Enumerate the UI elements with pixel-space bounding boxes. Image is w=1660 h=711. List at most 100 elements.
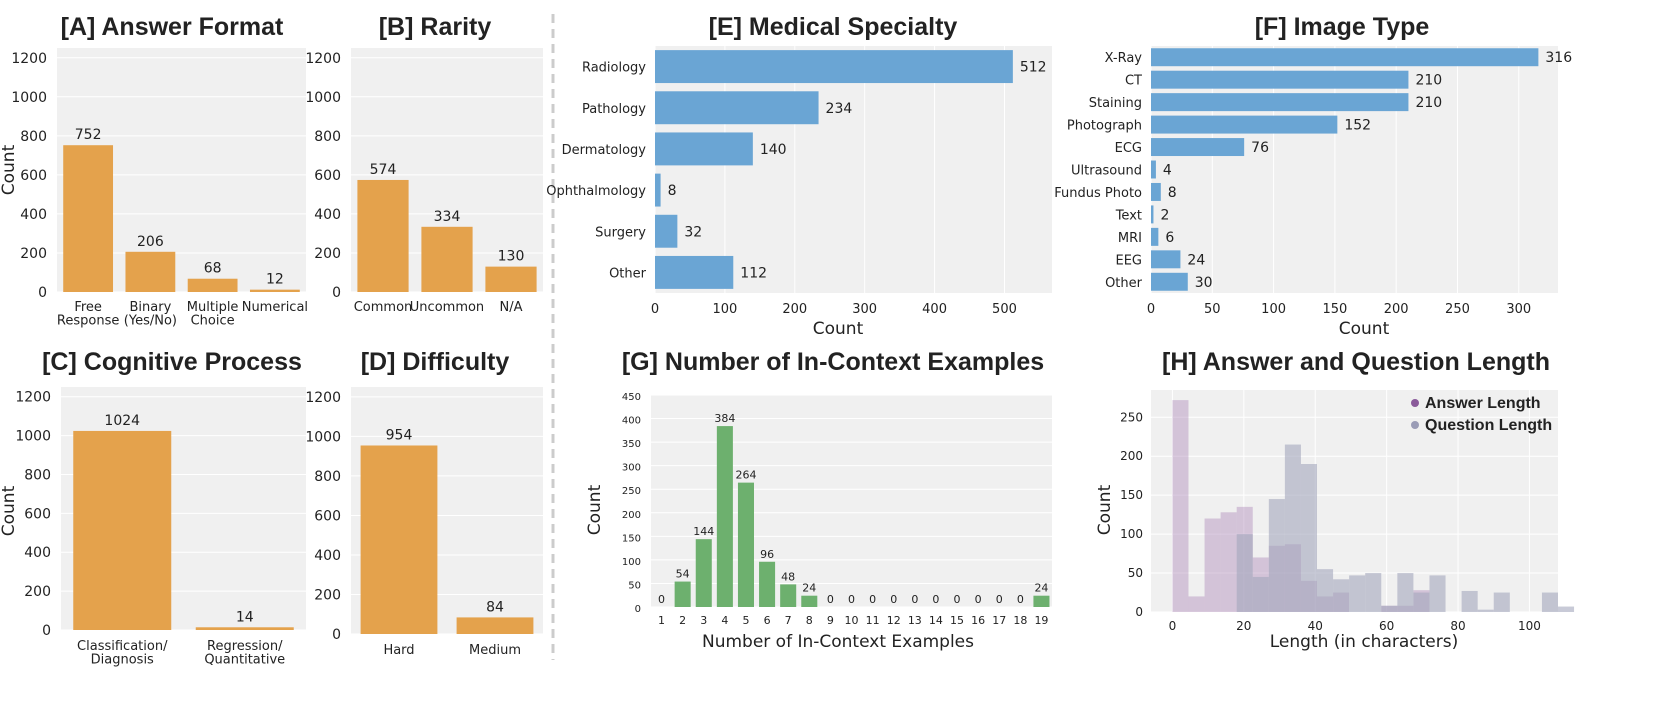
hist-bar-answer-2: [1188, 596, 1205, 612]
y-tick-label: 300: [622, 463, 641, 474]
hist-bar-question-14: [1461, 590, 1478, 612]
chart-title: [E] Medical Specialty: [709, 13, 958, 41]
x-tick-label: 19: [1034, 614, 1048, 627]
y-tick-label: Dermatology: [562, 143, 647, 158]
bar-e-6: [655, 255, 734, 289]
x-tick-label: 10: [845, 614, 859, 627]
x-tick-label: 13: [908, 614, 922, 627]
data-label: 210: [1415, 95, 1442, 111]
x-tick-label: Regression/Quantitative: [204, 639, 285, 668]
data-label: 954: [386, 427, 413, 443]
y-tick-label: Ultrasound: [1071, 164, 1142, 179]
data-label: 210: [1415, 73, 1442, 89]
y-tick-label: 800: [24, 467, 51, 483]
hist-bar-question-18: [1558, 606, 1575, 612]
x-tick-label: 12: [887, 614, 901, 627]
bar-f-10: [1151, 250, 1181, 269]
chart-title: [C] Cognitive Process: [42, 348, 302, 376]
x-tick-label: Binary (Yes/No): [124, 300, 177, 329]
hist-bar-question-7: [1333, 579, 1350, 612]
y-tick-label: Other: [1105, 276, 1143, 291]
x-tick-label: Hard: [383, 643, 414, 658]
x-tick-label: Multiple Choice: [187, 300, 239, 329]
hist-bar-question-9: [1365, 573, 1382, 612]
y-tick-label: X-Ray: [1105, 51, 1143, 66]
x-tick-label: 250: [1445, 302, 1470, 317]
data-label: 334: [434, 209, 461, 225]
bar-f-11: [1151, 272, 1188, 291]
y-tick-label: 1000: [11, 90, 47, 106]
y-tick-label: 50: [1128, 566, 1143, 580]
y-tick-label: 400: [20, 207, 47, 223]
x-tick-label: 20: [1236, 619, 1251, 633]
bar-d-1: [360, 445, 438, 634]
bar-e-5: [655, 214, 678, 248]
y-tick-label: 50: [628, 580, 641, 591]
x-tick-label: 100: [712, 302, 737, 317]
hist-bar-question-2: [1252, 576, 1269, 612]
bar-a-2: [125, 251, 176, 292]
y-axis-label: Count: [0, 485, 19, 536]
data-label: 152: [1344, 118, 1371, 134]
data-label: 4: [1163, 163, 1172, 179]
y-tick-label: 800: [314, 129, 341, 145]
x-tick-label: 18: [1013, 614, 1027, 627]
y-tick-label: EEG: [1115, 253, 1142, 268]
hist-bar-answer-3: [1204, 518, 1221, 612]
data-label: 0: [932, 593, 939, 606]
hist-bar-question-6: [1317, 569, 1334, 612]
y-tick-label: 0: [1135, 605, 1143, 619]
data-label: 30: [1195, 275, 1213, 291]
data-label: 8: [1168, 185, 1177, 201]
bar-e-3: [655, 132, 753, 166]
x-tick-label: 5: [742, 614, 749, 627]
hist-bar-question-10: [1381, 605, 1398, 612]
bar-g-8: [801, 595, 818, 607]
x-tick-label: 0: [651, 302, 659, 317]
bar-f-2: [1151, 70, 1409, 89]
x-tick-label: 16: [971, 614, 985, 627]
x-tick-label: 400: [922, 302, 947, 317]
y-tick-label: 200: [622, 510, 641, 521]
x-tick-label: Medium: [469, 643, 521, 658]
y-tick-label: 800: [20, 129, 47, 145]
y-tick-label: 600: [24, 506, 51, 522]
legend-label: Answer Length: [1425, 395, 1541, 412]
data-label: 2: [1160, 207, 1169, 223]
chart-title: [B] Rarity: [379, 13, 492, 41]
bar-b-2: [421, 226, 473, 292]
y-axis-label: Count: [0, 144, 19, 195]
x-tick-label: 0: [1169, 619, 1177, 633]
hist-bar-question-11: [1397, 573, 1414, 612]
bar-e-4: [655, 173, 661, 207]
x-tick-label: 3: [700, 614, 707, 627]
data-label: 144: [693, 525, 714, 538]
y-tick-label: MRI: [1118, 231, 1142, 246]
y-tick-label: Radiology: [582, 61, 646, 76]
x-axis-label: Number of In-Context Examples: [702, 632, 974, 652]
data-label: 8: [668, 183, 677, 199]
data-label: 24: [1034, 582, 1048, 595]
hist-bar-question-17: [1541, 592, 1558, 612]
x-tick-label: 8: [806, 614, 813, 627]
y-tick-label: 1000: [305, 90, 341, 106]
x-tick-label: 300: [852, 302, 877, 317]
x-axis-label: Length (in characters): [1270, 632, 1458, 652]
y-tick-label: 1200: [305, 390, 341, 406]
bar-g-5: [737, 482, 754, 607]
data-label: 48: [781, 570, 795, 583]
data-label: 574: [370, 162, 397, 178]
x-tick-label: 50: [1204, 302, 1221, 317]
bar-f-1: [1151, 48, 1539, 67]
panel-H-background: [1151, 390, 1558, 612]
x-tick-label: 200: [1384, 302, 1409, 317]
legend-label: Question Length: [1425, 417, 1552, 434]
y-tick-label: CT: [1125, 74, 1142, 89]
chart-title: [A] Answer Format: [61, 13, 284, 41]
y-tick-label: Pathology: [582, 102, 646, 117]
data-label: 112: [740, 265, 767, 281]
data-label: 0: [658, 593, 665, 606]
data-label: 54: [676, 568, 690, 581]
y-tick-label: 100: [1120, 527, 1143, 541]
hist-bar-answer-1: [1172, 400, 1189, 612]
